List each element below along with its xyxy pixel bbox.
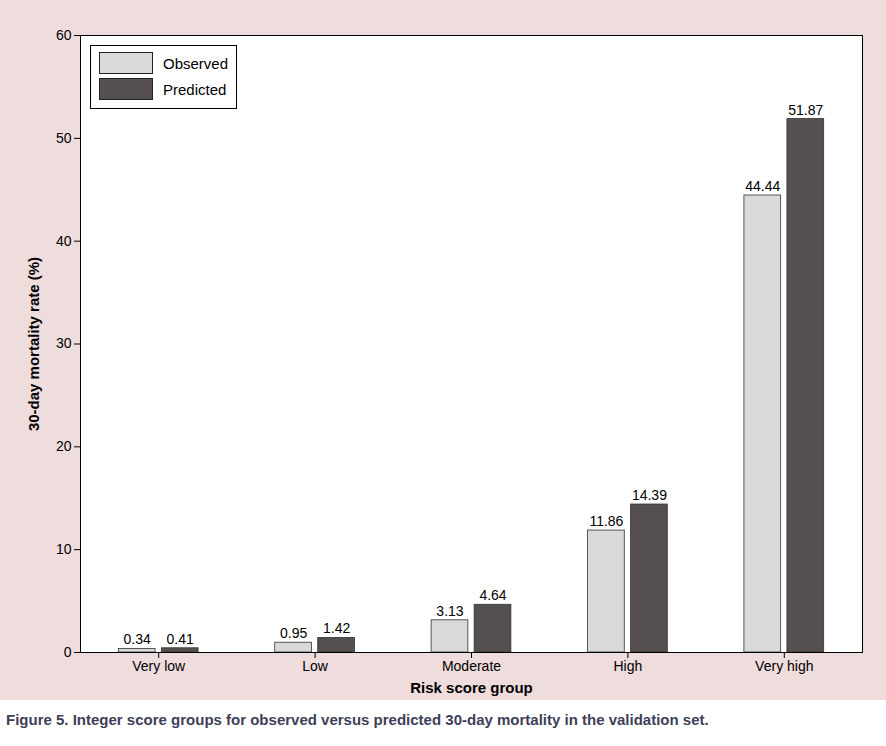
- svg-text:0: 0: [64, 644, 72, 660]
- html-text:Predicted: Predicted: [163, 80, 227, 98]
- svg-text:11.86: 11.86: [589, 513, 623, 529]
- svg-text:14.39: 14.39: [632, 487, 667, 503]
- svg-text:10: 10: [56, 541, 72, 557]
- svg-text:Moderate: Moderate: [442, 658, 501, 674]
- svg-text:60: 60: [56, 27, 72, 43]
- svg-text:40: 40: [56, 233, 72, 249]
- svg-text:51.87: 51.87: [788, 102, 823, 118]
- svg-text:44.44: 44.44: [745, 178, 780, 194]
- svg-text:Low: Low: [302, 658, 329, 674]
- html-text:Figure 5. Integer score groups: Figure 5. Integer score groups for obser…: [6, 711, 709, 728]
- svg-text:50: 50: [56, 130, 72, 146]
- svg-text:0.95: 0.95: [280, 625, 307, 641]
- html-text:Observed: Observed: [163, 54, 228, 72]
- svg-text:20: 20: [56, 438, 72, 454]
- svg-text:30-day mortality rate (%): 30-day mortality rate (%): [25, 257, 42, 431]
- svg-text:4.64: 4.64: [479, 587, 506, 603]
- svg-text:1.42: 1.42: [323, 620, 350, 636]
- svg-text:30: 30: [56, 335, 72, 351]
- svg-text:Very low: Very low: [132, 658, 186, 674]
- svg-text:High: High: [614, 658, 643, 674]
- svg-text:3.13: 3.13: [436, 603, 463, 619]
- svg-text:0.41: 0.41: [167, 631, 194, 647]
- svg-text:Risk score group: Risk score group: [410, 679, 533, 696]
- svg-text:0.34: 0.34: [124, 631, 151, 647]
- svg-text:Very high: Very high: [755, 658, 813, 674]
